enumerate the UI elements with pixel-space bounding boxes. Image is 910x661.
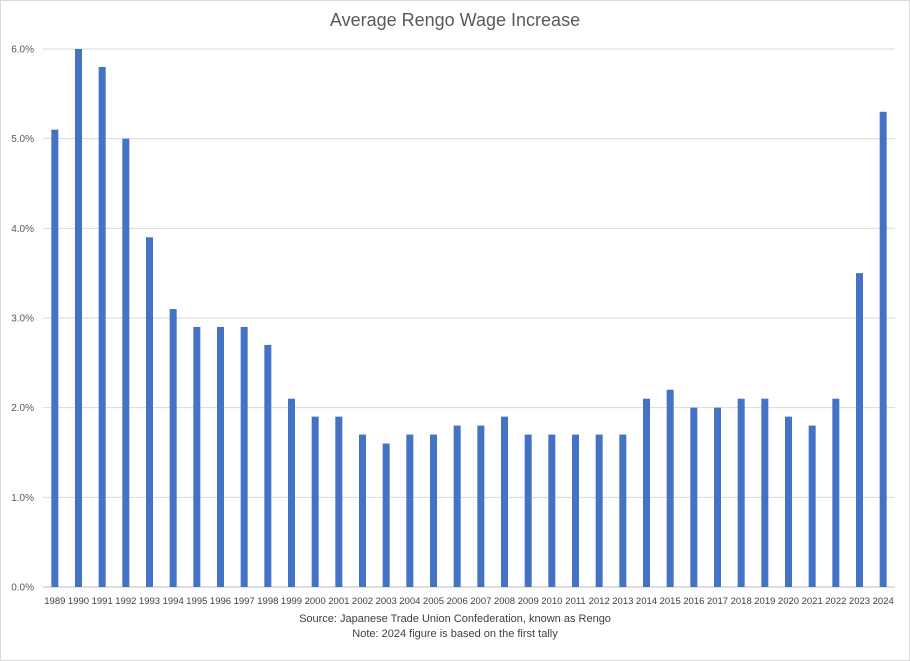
bar-2016 [690, 407, 698, 587]
bar-1997 [240, 326, 248, 587]
bar-2010 [548, 434, 556, 587]
bar-2018 [737, 398, 745, 587]
bar-2005 [430, 434, 437, 587]
bar-2017 [714, 407, 721, 587]
x-tick-label: 2017 [707, 596, 728, 607]
bar-1998 [264, 344, 272, 587]
x-tick-label: 2015 [660, 596, 681, 607]
x-tick-label: 2005 [423, 596, 444, 607]
bar-2019 [761, 398, 769, 587]
bar-2015 [666, 389, 674, 587]
x-tick-label: 1999 [281, 596, 302, 607]
y-tick-label: 5.0% [11, 134, 34, 145]
bar-2022 [832, 398, 840, 587]
bar-2000 [311, 416, 319, 587]
bar-1996 [217, 326, 224, 587]
x-tick-label: 2003 [376, 596, 397, 607]
gridlines [43, 48, 895, 588]
x-tick-label: 2014 [636, 596, 657, 607]
y-tick-label: 4.0% [11, 224, 34, 235]
bar-2003 [382, 443, 390, 587]
x-tick-label: 2019 [754, 596, 775, 607]
x-tick-label: 1990 [68, 596, 89, 607]
y-tick-label: 3.0% [11, 314, 34, 325]
bar-2011 [572, 434, 579, 587]
footnote: Note: 2024 figure is based on the first … [352, 628, 558, 640]
x-tick-label: 1996 [210, 596, 231, 607]
bar-1990 [75, 49, 82, 587]
chart-title: Average Rengo Wage Increase [329, 10, 581, 30]
x-tick-label: 2007 [470, 596, 491, 607]
x-tick-label: 2021 [802, 596, 823, 607]
bar-2009 [524, 434, 532, 587]
bar-2024 [879, 111, 887, 588]
x-tick-label: 1995 [186, 596, 207, 607]
bar-1991 [98, 66, 106, 588]
x-tick-label: 2000 [305, 596, 326, 607]
bar-1992 [122, 138, 130, 588]
bar-1995 [193, 326, 201, 587]
x-tick-label: 1997 [234, 596, 255, 607]
x-tick-label: 2012 [589, 596, 610, 607]
bar-2007 [477, 425, 485, 587]
x-tick-label: 1994 [163, 596, 184, 607]
x-axis: 1989 1990 1991 1992 1993 1994 1995 1996 1997 1998… [44, 596, 893, 607]
x-tick-label: 1993 [139, 596, 160, 607]
x-tick-label: 1998 [257, 596, 278, 607]
x-tick-label: 2018 [731, 596, 752, 607]
x-tick-label: 2006 [447, 596, 468, 607]
bar-2020 [785, 416, 792, 587]
x-tick-label: 2013 [612, 596, 633, 607]
bar-2008 [501, 416, 508, 587]
y-tick-label: 1.0% [11, 493, 34, 504]
x-tick-label: 2024 [873, 596, 894, 607]
x-tick-label: 2016 [683, 596, 704, 607]
x-tick-label: 1992 [115, 596, 136, 607]
bar-2004 [406, 434, 414, 587]
bar-2006 [453, 425, 461, 587]
bar-2023 [856, 273, 863, 587]
x-tick-label: 2022 [825, 596, 846, 607]
y-tick-label: 0.0% [11, 583, 34, 594]
x-tick-label: 2009 [518, 596, 539, 607]
x-tick-label: 2008 [494, 596, 515, 607]
x-tick-label: 2023 [849, 596, 870, 607]
bar-2021 [808, 425, 816, 587]
bar-2001 [335, 416, 343, 587]
x-tick-label: 2011 [565, 596, 585, 607]
bar-2013 [619, 434, 627, 587]
x-tick-label: 2002 [352, 596, 373, 607]
y-tick-label: 6.0% [11, 45, 34, 56]
x-tick-label: 2001 [328, 596, 349, 607]
x-tick-label: 2010 [541, 596, 562, 607]
bar-1989 [51, 129, 59, 587]
x-tick-label: 2004 [399, 596, 420, 607]
bar-1993 [146, 237, 153, 588]
x-tick-label: 1991 [92, 596, 113, 607]
x-tick-label: 1989 [44, 596, 65, 607]
x-tick-label: 2020 [778, 596, 799, 607]
y-axis: 0.0% 1.0% 2.0% 3.0% 4.0% 5.0% 6.0% [11, 45, 34, 594]
bar-1999 [288, 398, 295, 587]
bars [51, 49, 887, 588]
source-note: Source: Japanese Trade Union Confederati… [299, 613, 611, 625]
bar-2012 [595, 434, 603, 587]
y-tick-label: 2.0% [11, 403, 34, 414]
bar-1994 [169, 309, 177, 587]
bar-2002 [359, 434, 366, 587]
bar-2014 [643, 398, 650, 587]
